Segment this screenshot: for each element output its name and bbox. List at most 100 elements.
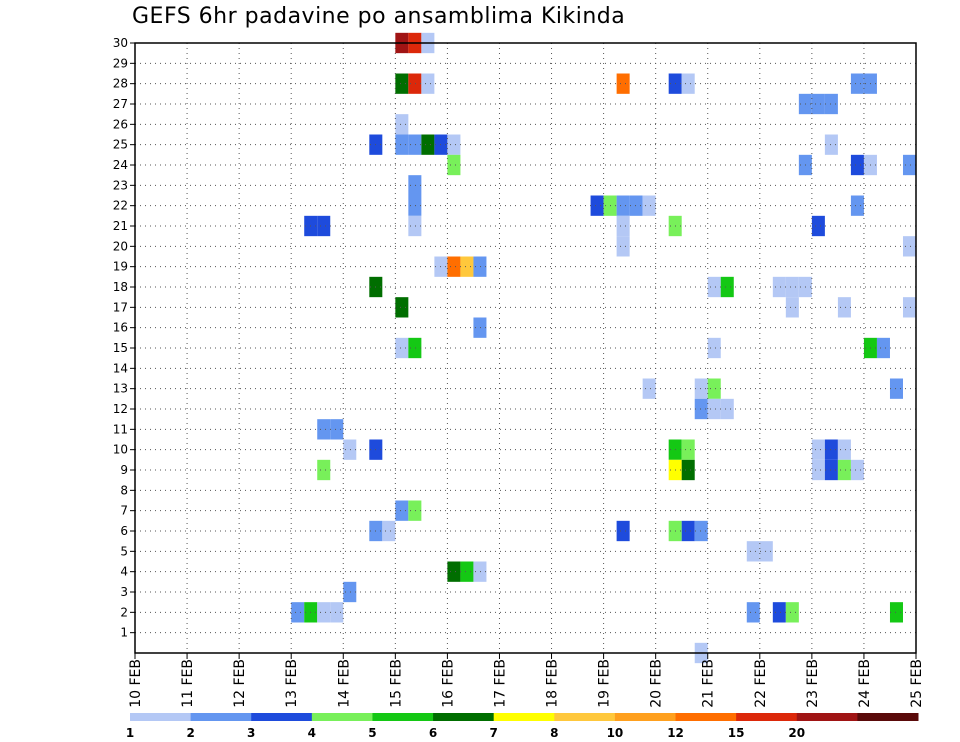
y-tick-label: 4 [120, 565, 128, 579]
legend-swatch [433, 713, 495, 721]
heatmap-cell [460, 256, 474, 277]
heatmap-cell [317, 602, 331, 623]
heatmap-cell [343, 581, 357, 603]
y-tick-label: 6 [120, 524, 128, 538]
heatmap-cell [837, 439, 851, 460]
heatmap-cell [616, 215, 630, 237]
y-tick-label: 24 [113, 158, 128, 172]
heatmap-cell [408, 215, 422, 237]
legend-label: 4 [308, 726, 316, 740]
heatmap-cell [694, 398, 708, 420]
y-tick-label: 30 [113, 36, 128, 50]
heatmap-cell [616, 73, 630, 94]
heatmap-cell [447, 154, 461, 176]
heatmap-cell [616, 520, 630, 542]
legend-label: 1 [126, 726, 134, 740]
x-tick-label: 23 FEB [805, 659, 821, 708]
x-tick-label: 18 FEB [545, 659, 561, 708]
y-tick-label: 15 [113, 341, 128, 355]
heatmap-cell [720, 398, 734, 420]
x-tick-label: 21 FEB [701, 659, 717, 708]
heatmap-cell [291, 602, 305, 623]
heatmap-cell [837, 297, 851, 318]
legend-swatch [311, 713, 373, 721]
y-tick-label: 26 [113, 117, 128, 131]
heatmap-cell [850, 459, 864, 481]
x-tick-label: 16 FEB [440, 659, 456, 708]
color-legend: 1 2 3 4 5 6 7 8 10 12 15 20 [126, 713, 919, 740]
heatmap-cell [473, 561, 487, 582]
y-tick-label: 5 [120, 544, 128, 558]
heatmap-cell [902, 297, 916, 318]
heatmap-cell [850, 154, 864, 176]
heatmap-cell [811, 93, 825, 115]
heatmap-cell [421, 73, 435, 94]
heatmap-cell [824, 134, 838, 155]
heatmap-cell [824, 459, 838, 481]
heatmap-cell [447, 134, 461, 155]
x-axis: 10 FEB 11 FEB 12 FEB 13 FEB 14 FEB 15 FEB 16 F… [128, 653, 925, 708]
heatmap-cell [785, 297, 799, 318]
y-tick-label: 16 [113, 321, 128, 335]
heatmap-cell [889, 602, 903, 623]
y-tick-label: 2 [120, 605, 128, 619]
heatmap-cell [785, 276, 799, 298]
legend-swatch [251, 713, 313, 721]
legend-swatch [796, 713, 858, 721]
legend-swatch [614, 713, 677, 721]
heatmap-cell [395, 73, 409, 94]
heatmap-cell [811, 439, 825, 460]
x-tick-label: 24 FEB [857, 659, 873, 708]
legend-label: 12 [667, 726, 684, 740]
chart-title: GEFS 6hr padavine po ansamblima Kikinda [132, 4, 626, 29]
y-tick-label: 14 [113, 361, 128, 375]
heatmap-cell [759, 541, 773, 562]
heatmap-cell [707, 337, 721, 359]
heatmap-cell [408, 134, 422, 155]
y-tick-label: 20 [113, 239, 128, 253]
y-axis: 1234567891011121314151617181920212223242… [113, 36, 135, 640]
heatmap-cell [811, 215, 825, 237]
heatmap-cell [694, 520, 708, 542]
y-tick-label: 21 [113, 219, 128, 233]
legend-swatch [675, 713, 737, 721]
heatmap-cell [902, 236, 916, 257]
heatmap-cell [707, 398, 721, 420]
heatmap-cell [681, 520, 695, 542]
heatmap-cell [395, 134, 409, 155]
heatmap-cell [746, 602, 760, 623]
legend-label: 3 [247, 726, 255, 740]
heatmap-cell [850, 195, 864, 216]
y-tick-label: 18 [113, 280, 128, 294]
x-tick-label: 15 FEB [388, 659, 404, 708]
legend-swatch [372, 713, 434, 721]
heatmap-cell [629, 195, 643, 216]
heatmap-cell [642, 195, 656, 216]
heatmap-cell [421, 134, 435, 155]
legend-swatch [130, 713, 192, 721]
y-tick-label: 11 [113, 422, 128, 436]
heatmap-cell [382, 520, 396, 542]
y-tick-label: 25 [113, 138, 128, 152]
heatmap-cell [590, 195, 604, 216]
grid-layer [135, 43, 916, 653]
heatmap-cell [694, 378, 708, 399]
heatmap-cell [473, 317, 487, 338]
heatmap-cell [850, 73, 864, 94]
y-tick-label: 23 [113, 178, 128, 192]
heatmap-cell [395, 297, 409, 318]
heatmap-cell [824, 439, 838, 460]
y-tick-label: 12 [113, 402, 128, 416]
heatmap-cell [460, 561, 474, 582]
heatmap-cell [408, 175, 422, 196]
heatmap-cell [681, 439, 695, 460]
heatmap-cell [707, 276, 721, 298]
x-tick-label: 17 FEB [492, 659, 508, 708]
heatmap-cell [772, 602, 786, 623]
legend-swatch [857, 713, 919, 721]
legend-label: 10 [607, 726, 624, 740]
y-tick-label: 28 [113, 77, 128, 91]
heatmap-cell [681, 459, 695, 481]
heatmap-cell [642, 378, 656, 399]
